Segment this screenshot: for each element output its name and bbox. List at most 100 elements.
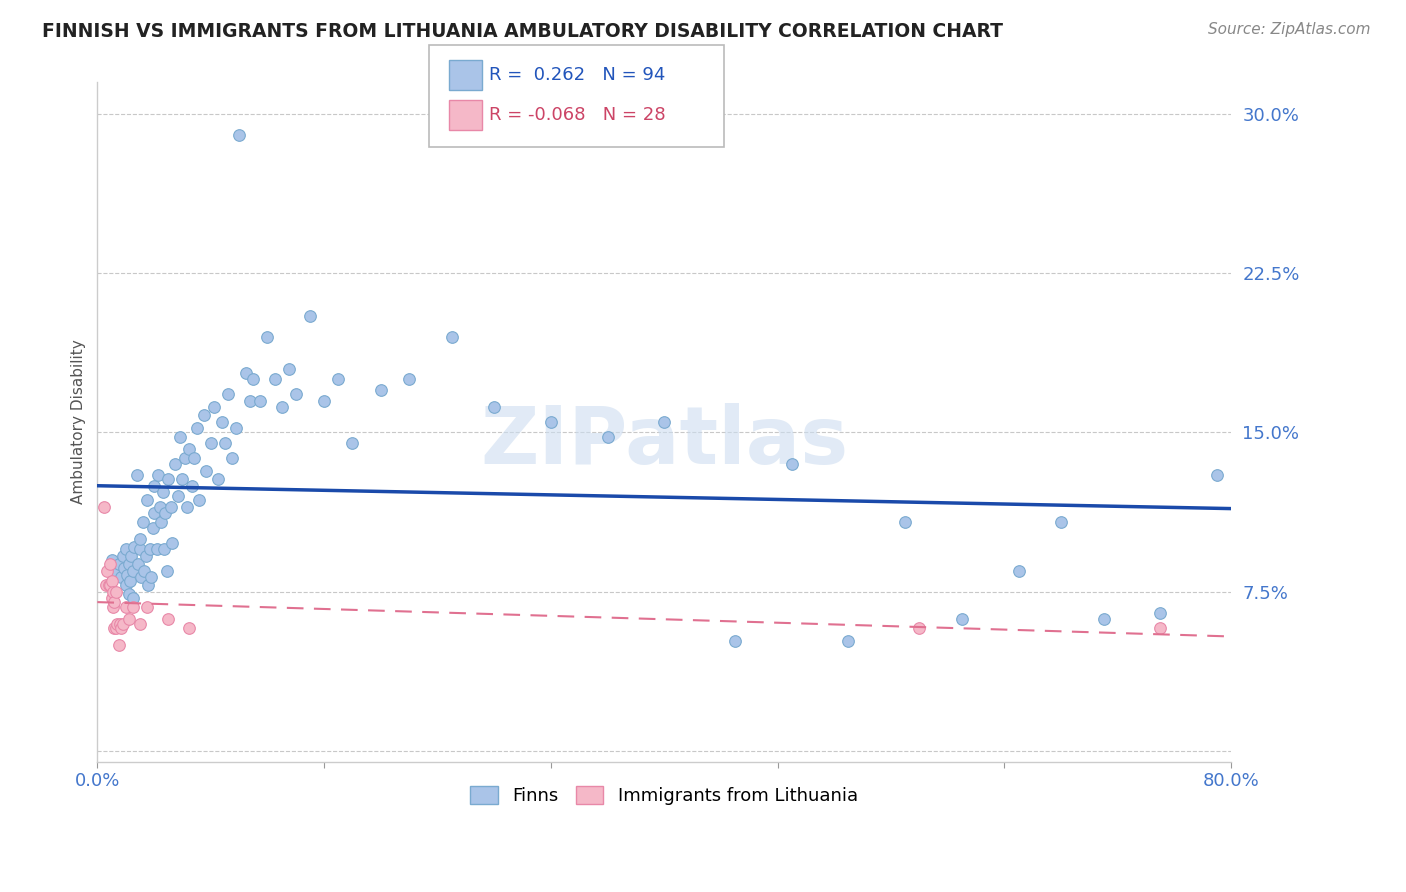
- Text: ZIPatlas: ZIPatlas: [479, 403, 848, 481]
- Point: [181, 478, 204, 492]
- Point: [93, 500, 115, 514]
- Point: [202, 400, 225, 414]
- Point: [129, 570, 152, 584]
- Point: [179, 442, 201, 457]
- Point: [114, 542, 136, 557]
- Point: [121, 591, 143, 606]
- Point: [165, 458, 187, 472]
- Point: [101, 599, 124, 614]
- Point: [235, 366, 257, 380]
- Point: [98, 578, 121, 592]
- Y-axis label: Ambulatory Disability: Ambulatory Disability: [72, 340, 86, 504]
- Point: [228, 128, 250, 142]
- Point: [256, 330, 278, 344]
- Point: [1050, 515, 1073, 529]
- Point: [111, 549, 134, 563]
- Point: [104, 621, 127, 635]
- Point: [110, 621, 132, 635]
- Point: [141, 570, 163, 584]
- Point: [221, 450, 243, 465]
- Point: [101, 584, 124, 599]
- Point: [200, 436, 222, 450]
- Point: [105, 616, 128, 631]
- Point: [188, 493, 211, 508]
- Point: [96, 564, 118, 578]
- Point: [328, 372, 350, 386]
- Point: [314, 393, 336, 408]
- Point: [143, 478, 166, 492]
- Point: [153, 542, 176, 557]
- Point: [142, 521, 165, 535]
- Point: [121, 599, 143, 614]
- Point: [146, 542, 169, 557]
- Point: [242, 372, 264, 386]
- Point: [482, 400, 505, 414]
- Point: [298, 309, 321, 323]
- Point: [128, 616, 150, 631]
- Point: [117, 587, 139, 601]
- Point: [128, 532, 150, 546]
- Point: [398, 372, 420, 386]
- Point: [118, 574, 141, 589]
- Point: [225, 421, 247, 435]
- Point: [263, 372, 285, 386]
- Point: [217, 387, 239, 401]
- Point: [239, 393, 262, 408]
- Point: [97, 578, 120, 592]
- Point: [193, 409, 215, 423]
- Point: [107, 557, 129, 571]
- Point: [115, 567, 138, 582]
- Point: [780, 458, 803, 472]
- Point: [103, 621, 125, 635]
- Point: [172, 472, 194, 486]
- Point: [169, 430, 191, 444]
- Point: [138, 578, 160, 592]
- Point: [195, 464, 218, 478]
- Point: [186, 421, 208, 435]
- Point: [103, 595, 125, 609]
- Point: [103, 564, 125, 578]
- Point: [127, 557, 149, 571]
- Point: [143, 506, 166, 520]
- Point: [112, 561, 135, 575]
- Point: [100, 553, 122, 567]
- Point: [1007, 564, 1029, 578]
- Point: [100, 591, 122, 606]
- Point: [277, 361, 299, 376]
- Point: [152, 485, 174, 500]
- Point: [148, 467, 170, 482]
- Text: Source: ZipAtlas.com: Source: ZipAtlas.com: [1208, 22, 1371, 37]
- Point: [131, 515, 153, 529]
- Point: [724, 633, 747, 648]
- Point: [104, 584, 127, 599]
- Point: [156, 564, 179, 578]
- Point: [157, 612, 180, 626]
- Text: R = -0.068   N = 28: R = -0.068 N = 28: [489, 106, 666, 124]
- Point: [157, 472, 180, 486]
- Point: [136, 493, 159, 508]
- Point: [894, 515, 917, 529]
- Point: [342, 436, 364, 450]
- Point: [284, 387, 307, 401]
- Point: [211, 415, 233, 429]
- Point: [596, 430, 619, 444]
- Point: [174, 450, 197, 465]
- Point: [117, 612, 139, 626]
- Point: [122, 540, 145, 554]
- Point: [107, 638, 129, 652]
- Point: [1092, 612, 1115, 626]
- Point: [176, 500, 198, 514]
- Point: [370, 383, 392, 397]
- Text: FINNISH VS IMMIGRANTS FROM LITHUANIA AMBULATORY DISABILITY CORRELATION CHART: FINNISH VS IMMIGRANTS FROM LITHUANIA AMB…: [42, 22, 1002, 41]
- Point: [160, 500, 183, 514]
- Point: [155, 506, 177, 520]
- Point: [114, 578, 136, 592]
- Point: [908, 621, 931, 635]
- Point: [540, 415, 562, 429]
- Point: [162, 536, 184, 550]
- Point: [652, 415, 675, 429]
- Point: [94, 578, 117, 592]
- Point: [214, 436, 236, 450]
- Point: [950, 612, 973, 626]
- Text: R =  0.262   N = 94: R = 0.262 N = 94: [489, 66, 665, 84]
